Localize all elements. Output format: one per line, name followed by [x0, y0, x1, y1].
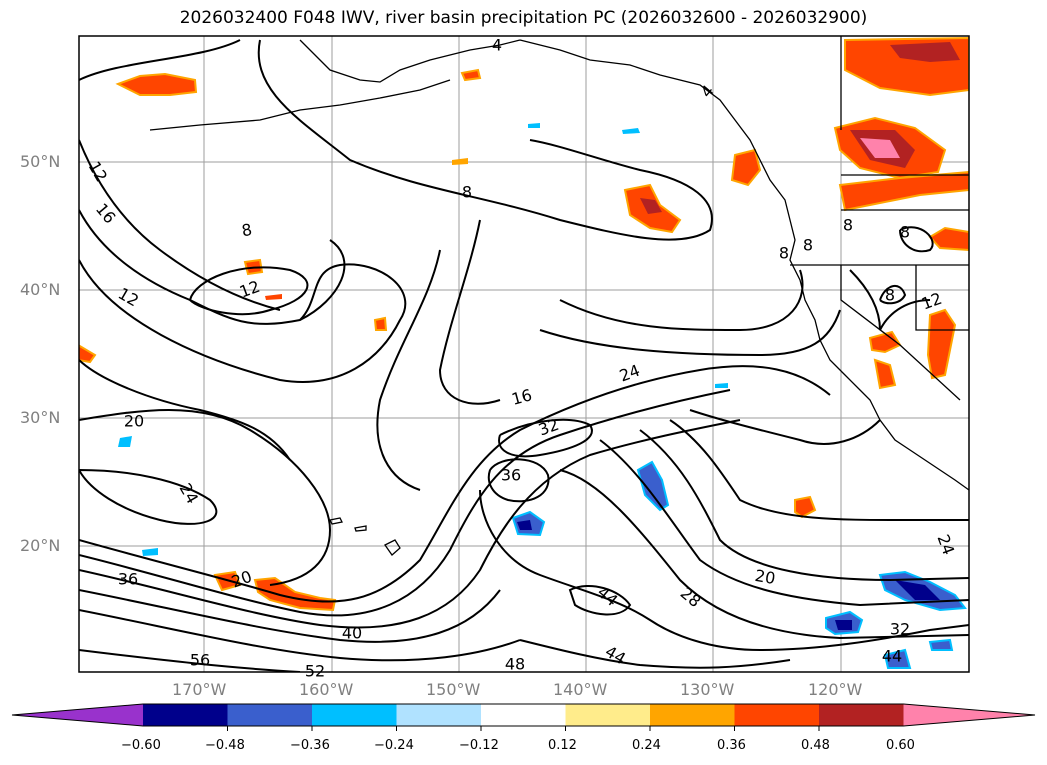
contour-label: 4	[492, 36, 502, 55]
contour-label: 16	[509, 385, 534, 409]
contour-label: 8	[240, 220, 253, 240]
colorbar-segment	[396, 704, 482, 726]
colorbar-segment	[481, 704, 566, 726]
colorbar-segment	[227, 704, 313, 726]
colorbar-tick: 0.36	[717, 738, 746, 753]
colorbar-segment	[312, 704, 397, 726]
iwv-contours	[79, 39, 969, 672]
lat-label-30n: 30°N	[20, 408, 61, 427]
colorbar-segment	[565, 704, 651, 726]
colorbar-extend-min	[12, 704, 143, 726]
lon-label-160w: 160°W	[299, 680, 354, 699]
colorbar-segment	[143, 704, 228, 726]
contour-label: 36	[501, 466, 521, 485]
contour-label: 8	[779, 244, 789, 263]
contour-label: 8	[885, 286, 895, 305]
colorbar-tick: −0.24	[374, 738, 414, 753]
colorbar-tick: 0.24	[632, 738, 661, 753]
colorbar-segment	[819, 704, 904, 726]
colorbar-tick: −0.48	[205, 738, 245, 753]
contour-label: 8	[900, 223, 910, 242]
colorbar-tick: −0.12	[459, 738, 499, 753]
contour-label: 32	[890, 620, 910, 639]
contour-label: 20	[753, 566, 776, 588]
lat-label-50n: 50°N	[20, 152, 61, 171]
lon-label-130w: 130°W	[680, 680, 735, 699]
contour-label: 20	[124, 412, 144, 431]
colorbar-tick: 0.60	[886, 738, 915, 753]
contour-label: 56	[190, 651, 210, 670]
precip-positive-areas	[79, 36, 969, 612]
colorbar-segment	[650, 704, 735, 726]
colorbar-outline	[11, 703, 1036, 727]
colorbar-segment	[734, 704, 820, 726]
contour-label: 48	[505, 655, 525, 674]
contour-label: 36	[118, 570, 138, 589]
lon-label-120w: 120°W	[808, 680, 863, 699]
colorbar-tick: −0.60	[121, 738, 161, 753]
colorbar	[11, 703, 1036, 731]
colorbar-tick: 0.48	[801, 738, 830, 753]
lat-label-20n: 20°N	[20, 536, 61, 555]
contour-label: 8	[462, 183, 472, 202]
contour-label: 40	[342, 624, 362, 643]
lon-label-150w: 150°W	[426, 680, 481, 699]
contour-label: 8	[843, 216, 853, 235]
contour-label: 8	[803, 236, 813, 255]
lon-label-170w: 170°W	[172, 680, 227, 699]
coastlines	[149, 36, 969, 556]
map-frame	[78, 35, 970, 673]
lon-label-140w: 140°W	[553, 680, 608, 699]
colorbar-tick: 0.12	[548, 738, 577, 753]
map-title: 2026032400 F048 IWV, river basin precipi…	[179, 8, 868, 28]
colorbar-tick: −0.36	[290, 738, 330, 753]
contour-label: 52	[305, 662, 325, 681]
colorbar-extend-max	[903, 704, 1035, 726]
lat-label-40n: 40°N	[20, 280, 61, 299]
contour-label: 44	[882, 647, 902, 666]
